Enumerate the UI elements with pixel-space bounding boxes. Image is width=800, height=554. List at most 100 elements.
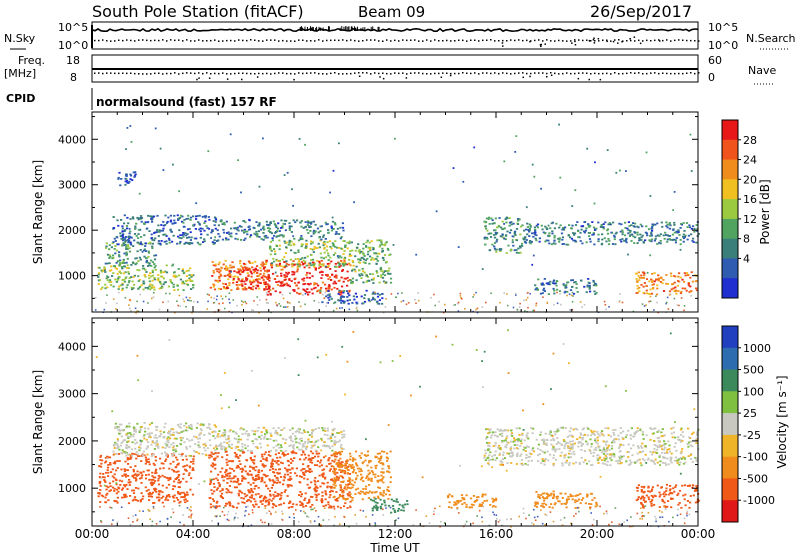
scatter-cell <box>365 246 368 248</box>
echo-cell <box>156 443 159 446</box>
nsearch-dot <box>629 38 631 40</box>
freq-unit: [MHz] <box>4 67 36 80</box>
echo-cell <box>340 302 343 304</box>
nsearch-dot <box>222 40 224 42</box>
echo-cell <box>178 237 181 239</box>
echo-cell <box>211 261 214 263</box>
echo-cell <box>242 451 245 454</box>
echo-cell <box>674 241 677 244</box>
scatter-cell <box>646 271 649 274</box>
echo-cell <box>149 242 152 245</box>
echo-cell <box>685 289 688 292</box>
echo-cell <box>186 279 189 282</box>
echo-cell <box>512 222 515 225</box>
echo-cell <box>106 456 109 459</box>
echo-cell <box>507 244 510 247</box>
echo-cell <box>123 262 126 264</box>
echo-cell <box>562 227 565 230</box>
echo-cell <box>175 450 178 453</box>
echo-cell <box>270 499 273 502</box>
echo-cell <box>135 499 138 501</box>
scatter-cell <box>230 270 232 273</box>
echo-cell <box>249 235 252 238</box>
nave-tick-bottom: 0 <box>708 71 715 84</box>
echo-cell <box>237 271 240 274</box>
colorbar-tick-label: 4 <box>743 252 750 265</box>
echo-cell <box>176 499 180 501</box>
nave-dot <box>570 72 572 75</box>
echo-cell <box>116 501 119 504</box>
echo-cell <box>121 440 125 443</box>
echo-cell <box>230 477 233 480</box>
echo-cell <box>660 221 663 224</box>
echo-cell <box>195 436 198 439</box>
echo-cell <box>220 220 223 223</box>
echo-cell <box>234 431 237 434</box>
echo-cell <box>217 268 220 271</box>
echo-cell <box>363 454 366 456</box>
echo-cell <box>330 247 333 250</box>
echo-cell <box>150 237 153 240</box>
echo-cell <box>330 486 333 488</box>
echo-cell <box>154 480 157 482</box>
echo-cell <box>120 468 123 471</box>
scatter-cell <box>214 236 216 239</box>
echo-cell <box>149 495 152 498</box>
clutter-cell <box>279 305 282 307</box>
clutter-cell <box>253 300 255 302</box>
echo-cell <box>125 286 128 289</box>
echo-cell <box>686 238 689 241</box>
echo-cell <box>144 456 147 459</box>
echo-cell <box>127 502 131 505</box>
nave-dot <box>338 73 340 75</box>
echo-cell <box>163 240 166 243</box>
echo-cell <box>168 467 171 470</box>
echo-cell <box>306 478 309 481</box>
echo-cell <box>261 503 264 505</box>
echo-cell <box>140 215 143 217</box>
echo-cell <box>334 498 337 501</box>
echo-cell <box>673 238 676 241</box>
nsearch-dot <box>514 39 516 42</box>
echo-cell <box>357 250 360 253</box>
clutter-cell <box>460 297 462 299</box>
nsearch-dot <box>166 40 168 42</box>
echo-cell <box>298 438 302 440</box>
echo-cell <box>310 240 313 243</box>
echo-cell <box>264 433 267 436</box>
echo-cell <box>588 286 591 288</box>
scatter-cell <box>353 201 355 204</box>
colorbar-tick-label: 8 <box>743 233 750 246</box>
echo-cell <box>224 430 227 433</box>
echo-cell <box>656 222 659 225</box>
echo-cell <box>132 435 135 438</box>
echo-cell <box>216 270 219 273</box>
echo-cell <box>645 289 648 292</box>
echo-cell <box>585 291 588 293</box>
echo-cell <box>595 291 598 294</box>
echo-cell <box>253 455 256 458</box>
clutter-cell <box>174 311 176 314</box>
echo-cell <box>292 445 295 447</box>
echo-cell <box>212 271 215 274</box>
echo-cell <box>671 283 674 285</box>
echo-cell <box>185 270 188 272</box>
nsearch-dot <box>370 39 372 41</box>
echo-cell <box>317 452 321 455</box>
echo-cell <box>212 500 215 502</box>
echo-cell <box>307 220 310 223</box>
echo-cell <box>262 263 265 266</box>
echo-cell <box>171 488 175 490</box>
scatter-cell <box>593 202 596 205</box>
echo-cell <box>564 226 567 229</box>
echo-cell <box>147 473 150 476</box>
nsearch-dot <box>539 44 542 46</box>
echo-cell <box>167 439 170 442</box>
clutter-cell <box>283 306 285 308</box>
nsearch-dot <box>606 40 608 43</box>
echo-cell <box>300 235 303 237</box>
echo-cell <box>340 290 343 293</box>
echo-cell <box>317 242 320 245</box>
echo-cell <box>277 463 280 466</box>
echo-cell <box>382 471 385 474</box>
